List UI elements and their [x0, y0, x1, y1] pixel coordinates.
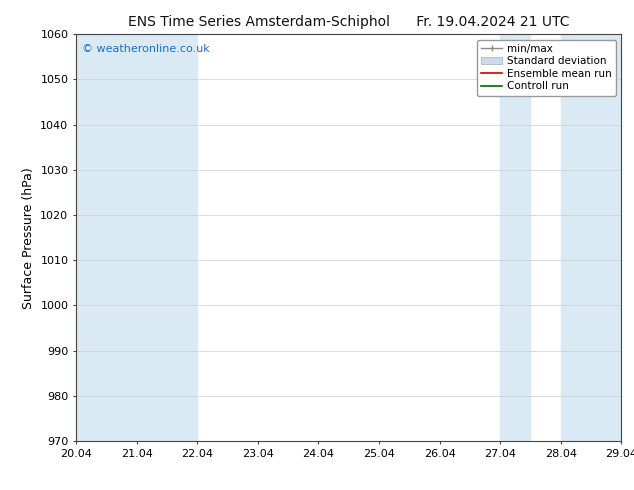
Y-axis label: Surface Pressure (hPa): Surface Pressure (hPa) — [22, 167, 35, 309]
Title: ENS Time Series Amsterdam-Schiphol      Fr. 19.04.2024 21 UTC: ENS Time Series Amsterdam-Schiphol Fr. 1… — [128, 15, 569, 29]
Text: © weatheronline.co.uk: © weatheronline.co.uk — [82, 45, 209, 54]
Bar — [500, 34, 531, 441]
Bar — [137, 34, 197, 441]
Bar — [560, 34, 621, 441]
Bar — [76, 34, 137, 441]
Legend: min/max, Standard deviation, Ensemble mean run, Controll run: min/max, Standard deviation, Ensemble me… — [477, 40, 616, 96]
